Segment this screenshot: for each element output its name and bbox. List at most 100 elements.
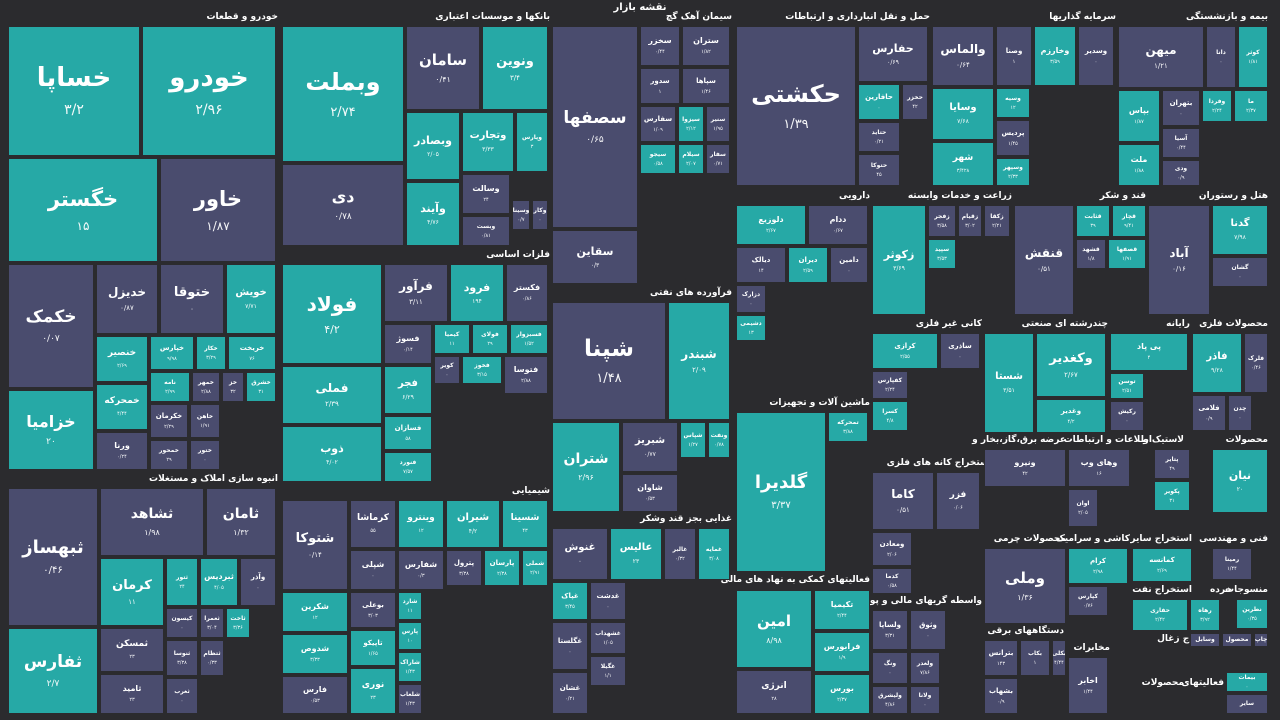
stock-tile[interactable]: غالبر ۰/۳۲ — [664, 528, 696, 580]
stock-tile[interactable]: تاپیکو ۱/۶۵ — [350, 630, 396, 666]
stock-tile[interactable]: زکوثر ۳/۶۹ — [872, 205, 926, 315]
stock-tile[interactable]: ثمسکن ۲۳ — [100, 628, 164, 672]
stock-tile[interactable]: فرآور ۳/۱۱ — [384, 264, 448, 322]
stock-tile[interactable]: سدور ۱ — [640, 68, 680, 104]
stock-tile[interactable]: نوری ۲۳ — [350, 668, 396, 714]
stock-tile[interactable]: خکرمان ۲/۲۹ — [150, 404, 188, 438]
stock-tile[interactable]: ثنوسا ۳/۳۸ — [166, 640, 198, 676]
stock-tile[interactable]: رمینا ۱/۴۴ — [1212, 548, 1252, 580]
stock-tile[interactable]: کوثر ۱/۸۱ — [1238, 26, 1268, 88]
stock-tile[interactable]: ولانا ۰ — [910, 686, 940, 714]
stock-tile[interactable]: چدن ۰ — [1228, 395, 1252, 431]
stock-tile[interactable]: شدوص ۳/۳۳ — [282, 634, 348, 674]
stock-tile[interactable]: ملت ۱/۸۸ — [1118, 144, 1160, 186]
stock-tile[interactable]: زفجر ۳/۵۸ — [928, 205, 956, 237]
stock-tile[interactable]: حتوکا ۴۵ — [858, 154, 900, 186]
stock-tile[interactable]: شاوان ۰/۵۳ — [622, 474, 678, 512]
stock-tile[interactable]: شلعاب ۱/۴۳ — [398, 684, 422, 714]
stock-tile[interactable]: وثوق ۰ — [910, 610, 946, 650]
stock-tile[interactable]: توسن ۲/۵۱ — [1110, 373, 1144, 399]
stock-tile[interactable]: شاراک ۱/۴۳ — [398, 652, 422, 682]
stock-tile[interactable]: ومعادن ۲/۰۶ — [872, 532, 912, 566]
stock-tile[interactable]: فولاد ۴/۲ — [282, 264, 382, 364]
stock-tile[interactable]: خز ۳۲ — [222, 372, 244, 402]
stock-tile[interactable]: خنصیر ۲/۶۹ — [96, 336, 148, 382]
stock-tile[interactable]: ختور ۰ — [190, 440, 220, 470]
stock-tile[interactable]: بپاس ۱/۸۷ — [1118, 90, 1160, 142]
stock-tile[interactable]: گشان ۰ — [1212, 257, 1268, 287]
stock-tile[interactable]: دلوزیع ۲/۶۷ — [736, 205, 806, 245]
stock-tile[interactable]: ثغرب ۰ — [166, 678, 198, 714]
stock-tile[interactable]: دامین ۰ — [830, 247, 868, 283]
stock-tile[interactable]: بکلی ۴/۴۴ — [1052, 640, 1066, 676]
stock-tile[interactable]: کاما ۰/۵۱ — [872, 472, 934, 530]
stock-tile[interactable]: خساپا ۳/۲ — [8, 26, 140, 156]
stock-tile[interactable]: وبملت ۲/۷۴ — [282, 26, 404, 162]
stock-tile[interactable]: حتاید ۰/۲۱ — [858, 122, 900, 152]
stock-tile[interactable]: فولای ۲۹ — [472, 324, 508, 354]
stock-tile[interactable]: حخزر ۴۲ — [902, 84, 928, 120]
stock-tile[interactable]: قچار ۹/۴۱ — [1112, 205, 1146, 237]
stock-tile[interactable]: بوعلی ۳/۰۳ — [350, 592, 396, 628]
stock-tile[interactable]: بکاب ۱ — [1020, 640, 1050, 676]
stock-tile[interactable]: شتوکا ۰/۱۴ — [282, 500, 348, 590]
stock-tile[interactable]: خاور ۱/۸۷ — [160, 158, 276, 262]
stock-tile[interactable]: فجر ۶/۲۹ — [384, 366, 432, 414]
stock-tile[interactable]: فارس ۰/۵۳ — [282, 676, 348, 714]
stock-tile[interactable]: فلرک ۰/۴۶ — [1244, 333, 1268, 393]
stock-tile[interactable]: سخزر ۰/۴۴ — [640, 26, 680, 66]
stock-tile[interactable]: اوان ۲/۰۵ — [1068, 489, 1098, 527]
stock-tile[interactable]: قثابت ۳۹ — [1076, 205, 1110, 237]
stock-tile[interactable]: میهن ۱/۲۱ — [1118, 26, 1204, 88]
stock-tile[interactable]: خمحرکه ۴/۴۴ — [96, 384, 148, 430]
stock-tile[interactable]: فرود ۱۹۴ — [450, 264, 504, 322]
stock-tile[interactable]: وکار ۰ — [532, 200, 548, 230]
stock-tile[interactable]: کیمیا ۱۱ — [434, 324, 470, 354]
stock-tile[interactable]: خریخت ۷۶ — [228, 336, 276, 370]
stock-tile[interactable]: بشهاب ۰/۹ — [984, 678, 1018, 714]
stock-tile[interactable]: فخوز ۳/۱۵ — [462, 356, 502, 384]
stock-tile[interactable]: قشهد ۱/۸ — [1076, 239, 1106, 269]
stock-tile[interactable]: ختوقا ۰ — [160, 264, 224, 334]
stock-tile[interactable]: ثامان ۱/۳۲ — [206, 488, 276, 556]
stock-tile[interactable]: کمانسه ۲/۶۹ — [1132, 548, 1192, 582]
stock-tile[interactable]: فلامی ۰/۹ — [1192, 395, 1226, 431]
stock-tile[interactable]: وبست ۰/۸۱ — [462, 216, 510, 246]
stock-tile[interactable]: قنقش ۰/۵۱ — [1014, 205, 1074, 315]
stock-tile[interactable]: ورنا ۰/۲۴ — [96, 432, 148, 470]
stock-tile[interactable]: ستران ۱/۸۲ — [682, 26, 730, 66]
stock-tile[interactable]: وفردا ۲/۲۴ — [1202, 90, 1232, 122]
stock-tile[interactable]: ولیشرق ۴/۸۶ — [872, 686, 908, 714]
stock-tile[interactable]: فاذر ۹/۲۸ — [1192, 333, 1242, 393]
stock-tile[interactable]: پکویر ۳۱ — [1154, 481, 1190, 511]
stock-tile[interactable]: خمحور ۲۹ — [150, 440, 188, 470]
stock-tile[interactable]: وسایا ۷/۶۸ — [932, 88, 994, 140]
stock-tile[interactable]: خشرق ۳۱ — [246, 372, 276, 402]
stock-tile[interactable]: ونفت ۰/۷۸ — [708, 422, 730, 458]
stock-tile[interactable]: ثعمرا ۳/۰۴ — [200, 608, 224, 638]
stock-tile[interactable]: فملی ۲/۳۹ — [282, 366, 382, 424]
stock-tile[interactable]: شپنا ۱/۴۸ — [552, 302, 666, 420]
stock-tile[interactable]: ثتور ۲۴ — [166, 558, 198, 606]
stock-tile[interactable]: دشیمی ۱۳ — [736, 315, 766, 341]
stock-tile[interactable]: پردیس ۱/۴۵ — [996, 120, 1030, 156]
stock-tile[interactable]: وسپهر ۲/۳۳ — [996, 158, 1030, 186]
stock-tile[interactable]: کرمان ۱۱ — [100, 558, 164, 626]
stock-tile[interactable]: فتوسا ۲/۸۸ — [504, 356, 548, 394]
stock-tile[interactable]: ونوین ۳/۴ — [482, 26, 548, 110]
stock-tile[interactable]: کسرا ۴/۸ — [872, 401, 908, 431]
stock-tile[interactable]: کیسون ۰ — [166, 608, 198, 638]
stock-tile[interactable]: گدنا ۷/۹۸ — [1212, 205, 1268, 255]
stock-tile[interactable]: غنوش ۰ — [552, 528, 608, 580]
stock-tile[interactable]: ونگ ۰ — [872, 652, 908, 684]
stock-tile[interactable]: وسدیر ۰ — [1078, 26, 1114, 86]
stock-tile[interactable]: شپاس ۱/۲۷ — [680, 422, 706, 458]
stock-tile[interactable]: ثبردیس ۴/۰۵ — [200, 558, 238, 606]
stock-tile[interactable]: وغدیر ۴/۲ — [1036, 399, 1106, 433]
stock-tile[interactable]: بترانس ۱۴۳ — [984, 640, 1018, 676]
stock-tile[interactable]: شارد ۱۱ — [398, 592, 422, 620]
stock-tile[interactable]: کرماشا ۵۵ — [350, 500, 396, 548]
stock-tile[interactable]: سنیر ۱/۹۵ — [706, 106, 730, 142]
stock-tile[interactable]: رهاه ۳/۹۲ — [1190, 599, 1220, 631]
stock-tile[interactable]: سیلام ۲/۰۷ — [678, 144, 704, 174]
